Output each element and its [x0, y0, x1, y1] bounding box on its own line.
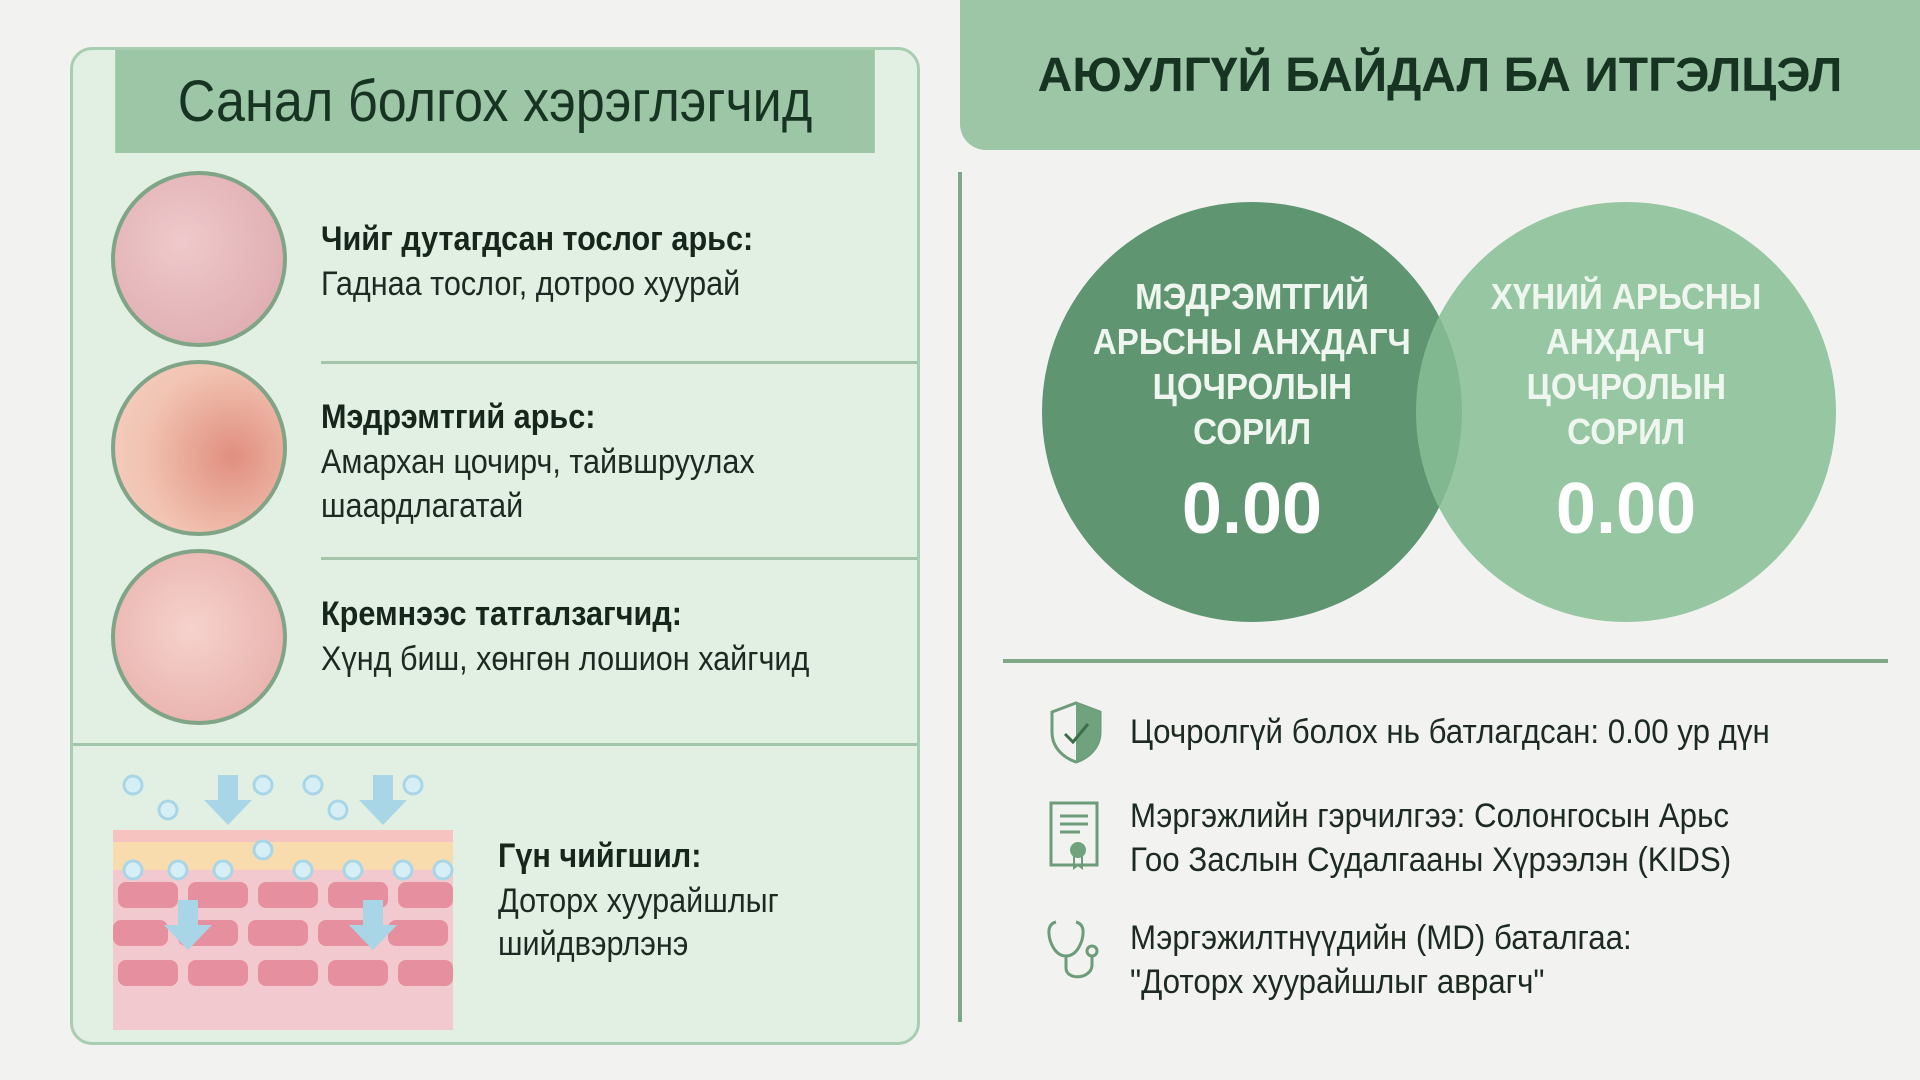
divider — [321, 361, 917, 364]
item-text: шаардлагатай — [321, 487, 524, 525]
list-text: Мэргэжилтнүүдийн (MD) баталгаа: — [1130, 919, 1632, 957]
circle-label: АНХДАГЧ — [1546, 321, 1706, 362]
shield-check-icon — [1050, 701, 1102, 764]
item-text: Амархан цочирч, тайвшруулах — [321, 443, 755, 481]
divider — [321, 557, 917, 560]
dry-oily-skin-image — [111, 171, 287, 347]
safety-title: АЮУЛГҮЙ БАЙДАЛ БА ИТГЭЛЦЭЛ — [960, 0, 1920, 150]
circle-label: АРЬСНЫ АНХДАГЧ — [1093, 321, 1411, 362]
circle-label: ХҮНИЙ АРЬСНЫ — [1490, 276, 1762, 317]
circle-value: 0.00 — [1181, 469, 1323, 549]
circle-label: ЦОЧРОЛЫН — [1526, 366, 1726, 407]
item-title: Мэдрэмтгий арьс: — [321, 398, 596, 436]
list-text: Гоо Заслын Судалгааны Хүрээлэн (KIDS) — [1130, 841, 1732, 879]
item-title: Чийг дутагдсан тослог арьс: — [321, 220, 754, 258]
circle-label: МЭДРЭМТГИЙ — [1135, 276, 1369, 317]
item-text: Хүнд биш, хөнгөн лошион хайгчид — [321, 640, 810, 678]
divider — [73, 743, 917, 746]
list-text: "Доторх хуурайшлыг аврагч" — [1130, 963, 1545, 1001]
stethoscope-icon — [1047, 920, 1099, 979]
circle-label: СОРИЛ — [1193, 411, 1311, 452]
circle-label: СОРИЛ — [1567, 411, 1685, 452]
recommended-users-card: Санал болгох хэрэглэгчид Чийг дутагдсан … — [70, 47, 920, 1045]
item-title: Кремнээс татгалзагчид: — [321, 595, 682, 633]
sensitive-skin-image — [111, 360, 287, 536]
skin-layer-illustration — [113, 774, 454, 1030]
item-text: Доторх хуурайшлыг — [498, 882, 779, 920]
circle-label: ЦОЧРОЛЫН — [1152, 366, 1352, 407]
vertical-divider — [958, 172, 962, 1022]
card-title: Санал болгох хэрэглэгчид — [115, 50, 875, 153]
circle-value: 0.00 — [1555, 469, 1697, 549]
list-text: Мэргэжлийн гэрчилгээ: Солонгосын Арьс — [1130, 797, 1730, 835]
certificate-icon — [1049, 801, 1099, 870]
primary-irritation-test-circle: МЭДРЭМТГИЙ АРЬСНЫ АНХДАГЧ ЦОЧРОЛЫН СОРИЛ… — [1042, 202, 1462, 622]
human-skin-test-circle: ХҮНИЙ АРЬСНЫ АНХДАГЧ ЦОЧРОЛЫН СОРИЛ 0.00 — [1416, 202, 1836, 622]
item-text: Гаднаа тослог, дотроо хуурай — [321, 265, 741, 303]
item-text: шийдвэрлэнэ — [498, 925, 689, 963]
item-title: Гүн чийгшил: — [498, 837, 702, 875]
list-text: Цочролгүй болох нь батлагдсан: 0.00 ур д… — [1130, 713, 1770, 751]
divider — [1003, 659, 1888, 663]
cream-averse-skin-image — [111, 549, 287, 725]
